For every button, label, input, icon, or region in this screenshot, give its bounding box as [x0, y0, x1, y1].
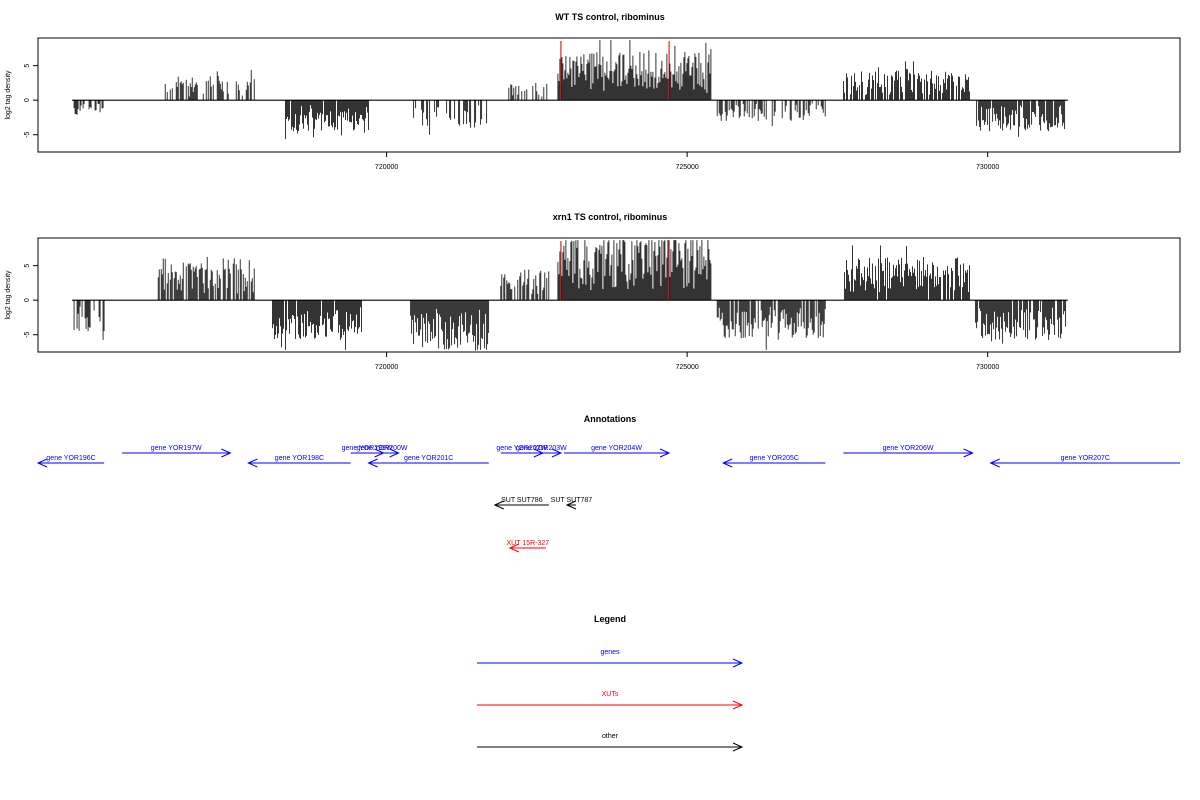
coverage-panel-2: xrn1 TS control, ribominus -5 0 5 log2 tag d…: [5, 212, 1181, 371]
legend-item-genes: genes: [477, 649, 744, 668]
annotation-arrowhead: [551, 448, 563, 458]
plot-frame: [37, 37, 1181, 153]
annotation-arrowhead: [247, 458, 258, 468]
annotation-gene: gene YOR203W: [516, 445, 567, 458]
panel-title: WT TS control, ribominus: [555, 12, 665, 22]
annotation-label: gene YOR202W: [496, 445, 547, 452]
annotation-label: gene YOR207C: [1061, 455, 1110, 462]
annotation-label: XUT 15R-327: [507, 540, 550, 547]
annotation-gene: gene YOR198C: [247, 455, 351, 468]
legend-item-other: other: [477, 733, 744, 752]
annotation-gene: gene YOR206W: [843, 445, 974, 458]
plot-frame: [37, 237, 1181, 353]
y-tick-label: 5: [24, 64, 31, 68]
x-tick-label: 730000: [976, 364, 999, 371]
coverage-bars: [73, 240, 1067, 351]
annotation-label: gene YOR206W: [883, 445, 934, 452]
legend-label: genes: [600, 649, 620, 656]
annotation-label: gene YOR196C: [46, 455, 95, 462]
annotation-arrowhead: [721, 458, 733, 468]
annotation-label: gene YOR204W: [591, 445, 642, 452]
annotation-arrowhead: [221, 448, 232, 458]
annotation-gene: gene YOR205C: [721, 455, 826, 468]
annotation-gene: gene YOR204W: [563, 445, 671, 458]
annotation-gene: gene YOR196C: [36, 455, 105, 468]
annotation-arrowhead: [989, 458, 1000, 468]
y-tick-label: 0: [24, 98, 31, 102]
annotation-arrowhead: [367, 458, 378, 468]
annotation-gene: gene YOR197W: [122, 445, 232, 458]
annotation-arrowhead: [36, 458, 48, 468]
y-tick-label: -5: [24, 332, 31, 338]
y-tick-label: 5: [24, 264, 31, 268]
legend-title: Legend: [594, 614, 626, 624]
y-axis-label: log2 tag density: [5, 270, 12, 320]
annotation-arrowhead: [493, 500, 505, 510]
annotation-arrowhead: [963, 448, 974, 458]
legend-arrowhead: [732, 742, 744, 752]
y-axis-label: log2 tag density: [5, 70, 12, 120]
annotation-label: gene YOR199W: [342, 445, 393, 452]
annotation-label: SUT SUT786: [501, 497, 543, 504]
y-tick-label: -5: [24, 132, 31, 138]
annotation-gene: gene YOR200W: [357, 445, 408, 458]
coverage-panel-1: WT TS control, ribominus -5 0 5 log2 tag den…: [5, 12, 1181, 171]
annotation-arrowhead: [565, 500, 577, 510]
annotation-xut: XUT 15R-327: [507, 540, 550, 553]
annotation-arrowhead: [659, 448, 671, 458]
annotation-label: gene YOR203W: [516, 445, 567, 452]
annotation-label: gene YOR197W: [151, 445, 202, 452]
annotation-other: SUT SUT787: [551, 497, 593, 510]
x-tick-label: 720000: [375, 364, 398, 371]
x-tick-label: 730000: [976, 164, 999, 171]
annotation-arrowhead: [508, 543, 520, 553]
x-tick-label: 725000: [675, 164, 698, 171]
legend-arrowhead: [732, 700, 744, 710]
legend: Legend genes XUTs other: [477, 614, 744, 752]
annotation-arrowhead: [389, 448, 400, 458]
coverage-bars: [73, 40, 1066, 140]
legend-item-xuts: XUTs: [477, 691, 744, 710]
legend-label: XUTs: [602, 691, 619, 698]
annotation-gene: gene YOR201C: [367, 455, 489, 468]
annotation-label: gene YOR200W: [357, 445, 408, 452]
annotation-label: gene YOR201C: [404, 455, 453, 462]
legend-arrowhead: [732, 658, 744, 668]
annotation-label: gene YOR198C: [275, 455, 324, 462]
y-tick-label: 0: [24, 298, 31, 302]
panel-title: xrn1 TS control, ribominus: [553, 212, 668, 222]
annotation-label: SUT SUT787: [551, 497, 593, 504]
x-tick-label: 725000: [675, 364, 698, 371]
annotations-track: Annotations gene YOR196C gene YOR197W gene …: [36, 414, 1180, 553]
annotation-label: gene YOR205C: [750, 455, 799, 462]
x-tick-label: 720000: [375, 164, 398, 171]
annotation-gene: gene YOR207C: [989, 455, 1180, 468]
annotations-title: Annotations: [584, 414, 637, 424]
legend-label: other: [602, 733, 619, 740]
annotation-other: SUT SUT786: [493, 497, 549, 510]
